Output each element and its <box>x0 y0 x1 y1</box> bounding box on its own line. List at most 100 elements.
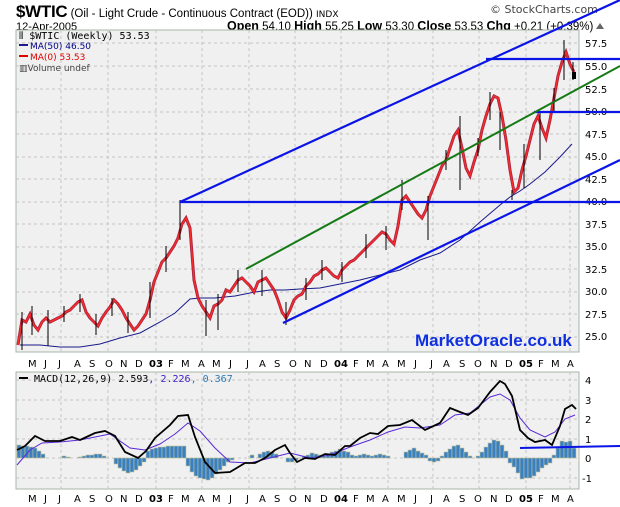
svg-text:30.0: 30.0 <box>585 287 607 298</box>
svg-text:M: M <box>551 494 560 505</box>
svg-text:S: S <box>274 359 280 370</box>
ma0-swatch-icon <box>19 55 28 57</box>
svg-text:N: N <box>120 494 127 505</box>
svg-text:J: J <box>413 494 417 505</box>
svg-text:45.0: 45.0 <box>585 152 607 163</box>
svg-text:M: M <box>366 494 375 505</box>
svg-text:O: O <box>474 494 482 505</box>
svg-text:47.5: 47.5 <box>585 130 607 141</box>
svg-text:J: J <box>228 359 232 370</box>
copyright[interactable]: © StockCharts.com <box>490 3 598 16</box>
svg-text:1: 1 <box>585 435 591 446</box>
svg-text:D: D <box>135 359 143 370</box>
svg-text:S: S <box>459 494 465 505</box>
svg-text:N: N <box>490 494 497 505</box>
svg-text:55.0: 55.0 <box>585 62 607 73</box>
svg-text:42.5: 42.5 <box>585 175 607 186</box>
svg-text:O: O <box>289 359 297 370</box>
svg-text:03: 03 <box>149 359 163 370</box>
legend-ma0: MA(0) 53.53 <box>19 53 150 64</box>
svg-text:S: S <box>459 359 465 370</box>
svg-text:M: M <box>212 494 221 505</box>
svg-text:05: 05 <box>519 494 533 505</box>
macd-swatch-icon <box>19 377 28 379</box>
svg-text:J: J <box>245 494 249 505</box>
svg-text:J: J <box>43 494 47 505</box>
legend-price-label: $WTIC (Weekly) 53.53 <box>29 31 150 42</box>
macd-legend: MACD(12,26,9) 2.593, 2.226, 0.367 <box>19 374 233 385</box>
svg-text:J: J <box>413 359 417 370</box>
macd-histogram <box>16 439 577 481</box>
svg-text:M: M <box>366 359 375 370</box>
legend-price: ⫴ $WTIC (Weekly) 53.53 <box>19 31 150 42</box>
svg-text:N: N <box>304 359 311 370</box>
chart-title: $WTIC (Oil - Light Crude - Continuous Co… <box>16 2 339 22</box>
macd-value: MACD(12,26,9) 2.593 <box>34 374 149 385</box>
svg-text:A: A <box>198 359 205 370</box>
svg-text:4: 4 <box>585 376 591 387</box>
symbol: $WTIC <box>16 2 68 21</box>
price-legend: ⫴ $WTIC (Weekly) 53.53 MA(50) 46.50 MA(0… <box>19 31 150 75</box>
svg-text:A: A <box>259 359 266 370</box>
svg-text:F: F <box>168 359 174 370</box>
macd-line <box>16 379 577 474</box>
legend-volume: ▥Volume undef <box>19 64 150 75</box>
volume-bars-icon: ▥ <box>19 64 28 74</box>
svg-text:D: D <box>505 359 513 370</box>
svg-text:32.5: 32.5 <box>585 265 607 276</box>
svg-text:A: A <box>443 359 450 370</box>
svg-text:M: M <box>28 494 37 505</box>
svg-text:52.5: 52.5 <box>585 85 607 96</box>
svg-text:A: A <box>443 494 450 505</box>
svg-text:A: A <box>382 494 389 505</box>
svg-text:M: M <box>181 494 190 505</box>
svg-text:J: J <box>57 359 61 370</box>
svg-text:M: M <box>551 359 560 370</box>
price-panel: 57.555.0 52.550.0 47.545.0 42.540.0 37.5… <box>15 0 620 370</box>
svg-text:05: 05 <box>519 359 533 370</box>
svg-text:J: J <box>429 494 433 505</box>
svg-text:37.5: 37.5 <box>585 220 607 231</box>
svg-text:M: M <box>397 359 406 370</box>
candle-icon: ⫴ <box>19 31 24 42</box>
macd-signal-value: , 2.226 <box>148 374 191 385</box>
upper-channel-line <box>179 0 620 203</box>
svg-text:M: M <box>212 359 221 370</box>
svg-text:04: 04 <box>334 494 348 505</box>
legend-volume-label: Volume undef <box>27 64 90 74</box>
svg-text:M: M <box>181 359 190 370</box>
svg-text:A: A <box>74 494 81 505</box>
svg-text:A: A <box>198 494 205 505</box>
macd-y-axis: 4 3 2 1 0 -1 <box>582 376 592 485</box>
price-y-axis: 57.555.0 52.550.0 47.545.0 42.540.0 37.5… <box>585 39 607 343</box>
svg-text:S: S <box>89 494 95 505</box>
svg-text:A: A <box>567 359 574 370</box>
svg-text:N: N <box>120 359 127 370</box>
svg-text:F: F <box>353 494 359 505</box>
svg-text:M: M <box>397 494 406 505</box>
svg-text:J: J <box>245 359 249 370</box>
watermark: MarketOracle.co.uk <box>415 331 572 350</box>
svg-text:J: J <box>429 359 433 370</box>
svg-text:57.5: 57.5 <box>585 39 607 50</box>
svg-text:2: 2 <box>585 415 591 426</box>
up-arrow-icon <box>596 23 605 29</box>
macd-hist-value: , 0.367 <box>190 374 233 385</box>
svg-text:A: A <box>567 494 574 505</box>
svg-text:D: D <box>135 494 143 505</box>
lower-channel-line <box>282 159 620 324</box>
svg-text:J: J <box>228 494 232 505</box>
svg-text:O: O <box>105 359 113 370</box>
svg-text:F: F <box>353 359 359 370</box>
svg-text:25.0: 25.0 <box>585 332 607 343</box>
price-candles <box>16 40 576 350</box>
svg-text:03: 03 <box>149 494 163 505</box>
svg-text:3: 3 <box>585 396 591 407</box>
svg-text:N: N <box>490 359 497 370</box>
svg-text:J: J <box>57 494 61 505</box>
svg-text:0: 0 <box>585 454 591 465</box>
macd-support-line <box>519 445 620 449</box>
